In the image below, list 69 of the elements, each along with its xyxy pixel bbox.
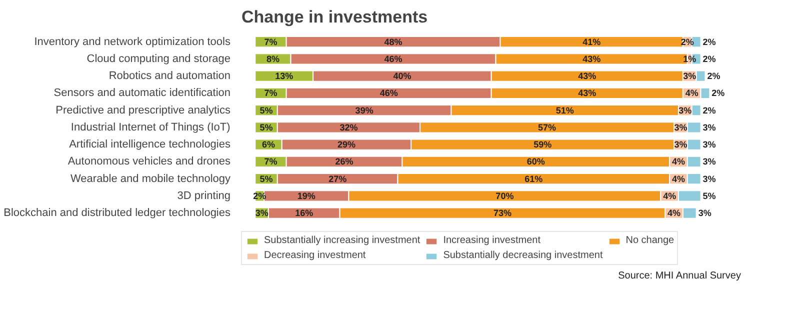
legend-label: No change — [626, 235, 674, 246]
data-label: 70% — [496, 190, 514, 201]
data-label: 59% — [534, 140, 552, 150]
y-tick-label: Autonomous vehicles and drones — [68, 156, 231, 168]
data-label: 4% — [663, 190, 676, 201]
data-label: 7% — [264, 156, 278, 167]
data-label: 16% — [295, 208, 314, 218]
data-label: 19% — [297, 190, 316, 201]
data-label: 3% — [702, 122, 716, 132]
data-label: 3% — [698, 208, 712, 218]
data-label: 3% — [683, 71, 696, 82]
legend-label: Increasing investment — [443, 235, 540, 246]
data-label: 57% — [538, 122, 556, 132]
data-label: 3% — [674, 122, 688, 132]
data-label: 7% — [264, 36, 278, 47]
y-tick-label: Blockchain and distributed ledger technologies — [4, 207, 231, 220]
data-label: 3% — [702, 156, 716, 167]
data-label: 29% — [337, 140, 356, 150]
data-label: 3% — [702, 140, 716, 150]
data-label: 6% — [262, 140, 276, 150]
data-label: 4% — [668, 208, 681, 218]
y-tick-label: Predictive and prescriptive analytics — [56, 104, 231, 116]
data-label: 8% — [266, 54, 280, 64]
data-label: 48% — [384, 36, 402, 47]
data-label: 4% — [672, 156, 685, 167]
y-tick-label: Wearable and mobile technology — [70, 172, 231, 185]
y-tick-label: Inventory and network optimization tools — [34, 36, 231, 48]
data-label: 3% — [702, 174, 716, 184]
data-label: 60% — [526, 156, 545, 167]
data-label: 43% — [578, 71, 596, 82]
data-label: 5% — [702, 190, 716, 201]
data-label: 73% — [493, 208, 512, 218]
y-tick-label: Robotics and automation — [108, 70, 230, 82]
data-label: 61% — [524, 174, 543, 184]
data-label: 27% — [328, 174, 347, 184]
data-label: 41% — [582, 36, 601, 47]
y-tick-label: Industrial Internet of Things (IoT) — [70, 121, 230, 134]
data-label: 2% — [702, 36, 716, 47]
source-note: Source: MHI Annual Survey — [618, 270, 741, 282]
data-label: 5% — [260, 105, 273, 116]
data-label: 32% — [340, 122, 358, 132]
data-label: 46% — [384, 54, 402, 64]
data-label: 43% — [578, 88, 596, 98]
data-label: 7% — [264, 88, 278, 98]
data-label: 51% — [556, 105, 574, 116]
data-label: 46% — [380, 88, 398, 98]
data-label: 3% — [674, 140, 688, 150]
data-label: 39% — [355, 105, 374, 116]
y-tick-label: Artificial intelligence technologies — [69, 138, 231, 151]
y-tick-label: Cloud computing and storage — [86, 52, 231, 65]
legend-label: Substantially increasing investment — [264, 235, 420, 246]
data-label: 2% — [702, 54, 716, 64]
data-label: 2% — [702, 105, 716, 116]
data-label: 40% — [393, 71, 412, 82]
data-label: 26% — [335, 156, 354, 167]
legend-label: Decreasing investment — [264, 250, 366, 261]
chart-title: Change in investments — [242, 8, 428, 26]
data-label: 3% — [678, 105, 692, 116]
legend-label: Substantially decreasing investment — [443, 250, 603, 261]
y-tick-label: 3D printing — [177, 190, 231, 202]
data-label: 5% — [260, 122, 273, 132]
data-label: 2% — [707, 71, 720, 82]
data-label: 2% — [712, 88, 725, 98]
data-label: 13% — [275, 71, 294, 82]
y-tick-label: Sensors and automatic identification — [54, 87, 231, 100]
data-label: 5% — [260, 174, 273, 184]
data-label: 4% — [672, 174, 685, 184]
data-label: 43% — [582, 54, 601, 64]
data-label: 4% — [685, 88, 698, 98]
